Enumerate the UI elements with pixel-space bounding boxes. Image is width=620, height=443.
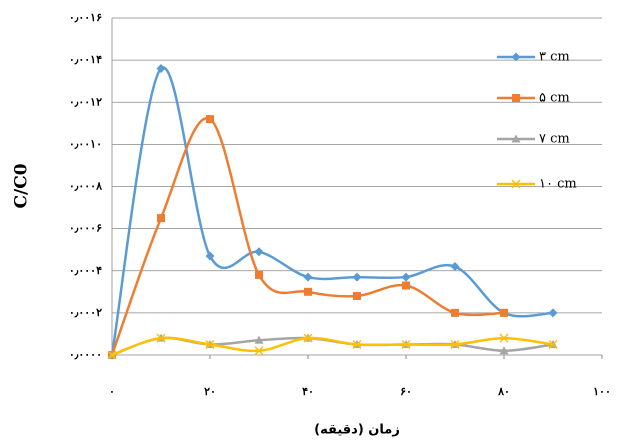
data-point	[500, 308, 508, 317]
data-point	[450, 262, 460, 272]
data-point	[401, 272, 411, 282]
legend: ۳ cm ۵ cm ۷ cm ۱۰ cm	[497, 50, 577, 192]
y-tick-label: ۰٫۰۰۰۲	[69, 306, 102, 319]
y-tick-label: ۰٫۰۰۱۶	[69, 11, 102, 24]
legend-marker	[511, 134, 521, 143]
series-line	[110, 117, 505, 356]
data-point	[352, 339, 362, 349]
data-point	[303, 272, 313, 282]
data-point	[205, 339, 215, 349]
series-line	[110, 66, 554, 356]
x-axis-label: زمان (دقیقه)	[314, 423, 400, 438]
y-tick-label: ۰٫۰۰۱۲	[69, 95, 102, 108]
x-tick-label: ۱۰۰	[593, 385, 611, 398]
x-tick-label: ۶۰	[400, 385, 412, 398]
data-point	[353, 292, 361, 301]
legend-marker	[511, 52, 521, 62]
data-point	[156, 333, 166, 343]
y-tick-label: ۰٫۰۰۱۴	[69, 53, 102, 66]
x-tick-label: ۲۰	[204, 385, 216, 398]
data-point	[156, 64, 166, 74]
x-tick-label: ۸۰	[497, 385, 510, 398]
x-tick-label: ۴۰	[302, 385, 314, 398]
data-point	[499, 333, 509, 343]
data-point	[450, 339, 460, 349]
legend-label: ۷ cm	[539, 132, 570, 147]
data-point	[402, 281, 410, 290]
series-line	[111, 336, 554, 357]
legend-label: ۱۰ cm	[539, 177, 577, 192]
data-point	[548, 308, 558, 318]
y-tick-label: ۰٫۰۰۰۶	[69, 222, 102, 235]
data-point	[254, 346, 264, 356]
data-point	[206, 115, 214, 124]
data-point	[255, 270, 263, 279]
data-point	[157, 214, 165, 223]
data-point	[451, 308, 459, 317]
y-axis-label: C/C0	[12, 163, 32, 208]
legend-marker	[512, 94, 520, 102]
x-tick-label: ۰	[109, 385, 115, 398]
data-point	[303, 333, 313, 343]
data-point	[254, 247, 264, 257]
y-tick-label: ۰٫۰۰۰۰	[69, 348, 102, 361]
data-point	[304, 287, 312, 296]
y-tick-label: ۰٫۰۰۰۴	[69, 264, 102, 277]
legend-label: ۵ cm	[539, 91, 570, 106]
data-point	[254, 335, 264, 344]
data-point	[352, 272, 362, 282]
legend-label: ۳ cm	[539, 50, 570, 65]
y-tick-label: ۰٫۰۰۰۸	[69, 180, 102, 193]
data-point	[107, 350, 117, 360]
data-point	[548, 339, 558, 349]
data-point	[205, 251, 215, 261]
y-tick-label: ۰٫۰۰۱۰	[69, 137, 102, 150]
data-point	[401, 339, 411, 349]
legend-marker	[511, 179, 521, 189]
data-point	[499, 346, 509, 355]
